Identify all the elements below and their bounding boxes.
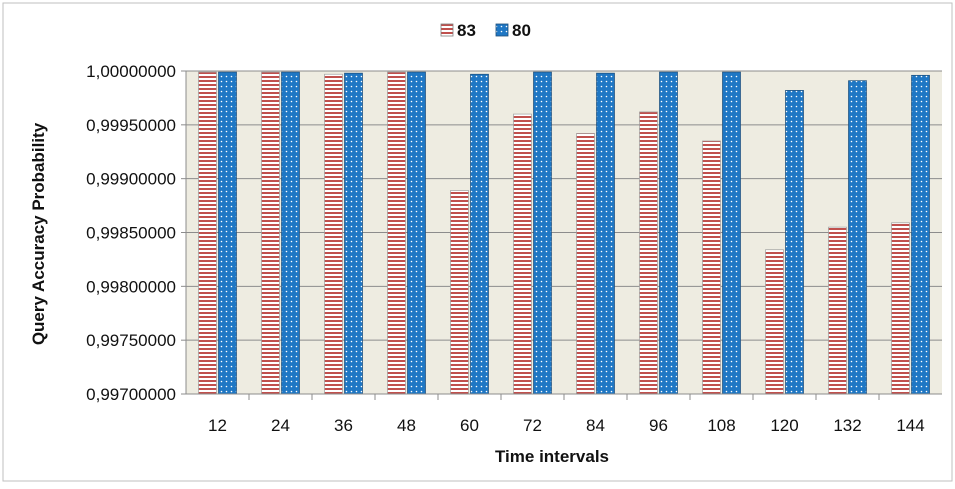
x-axis-title: Time intervals [495, 447, 609, 466]
bar-83-36 [324, 73, 343, 395]
legend: 83 80 [440, 21, 531, 40]
x-tick-label: 84 [586, 416, 605, 435]
y-tick-label: 0,99700000 [86, 385, 176, 404]
bar-83-84 [576, 133, 595, 395]
bar-83-24 [261, 71, 280, 395]
legend-label-83: 83 [457, 21, 476, 40]
bar-80-120 [785, 90, 804, 395]
bar-80-84 [596, 72, 615, 395]
legend-swatch-83 [440, 23, 454, 37]
y-tick-labels: 0,99700000 0,99750000 0,99800000 0,99850000… [86, 62, 176, 404]
y-axis-title: Query Accuracy Probability [29, 122, 48, 345]
x-tick-label: 108 [707, 416, 735, 435]
bar-80-108 [722, 71, 741, 395]
bar-83-72 [513, 113, 532, 395]
x-tick-label: 120 [770, 416, 798, 435]
y-tick-label: 0,99750000 [86, 331, 176, 350]
bar-83-120 [765, 249, 784, 395]
x-tick-label: 144 [896, 416, 924, 435]
bar-80-24 [281, 71, 300, 395]
bar-83-96 [639, 111, 658, 395]
bar-80-60 [470, 73, 489, 395]
x-tick-label: 48 [397, 416, 416, 435]
x-tick-label: 36 [334, 416, 353, 435]
bar-83-144 [891, 222, 910, 395]
x-tick-label: 132 [833, 416, 861, 435]
bar-80-12 [218, 71, 237, 395]
bar-83-12 [198, 71, 217, 395]
x-tick-label: 96 [649, 416, 668, 435]
bar-83-108 [702, 140, 721, 395]
y-tick-label: 0,99850000 [86, 224, 176, 243]
y-tick-label: 0,99900000 [86, 170, 176, 189]
y-tick-label: 0,99800000 [86, 277, 176, 296]
x-tick-label: 60 [460, 416, 479, 435]
x-tick-labels: 12 24 36 48 60 72 84 96 108 120 132 144 [208, 416, 925, 435]
x-tick-label: 72 [523, 416, 542, 435]
bar-80-144 [911, 74, 930, 395]
bar-83-132 [828, 226, 847, 395]
bar-80-96 [659, 71, 678, 395]
bars [198, 71, 930, 395]
bar-80-72 [533, 71, 552, 395]
bar-80-48 [407, 71, 426, 395]
bar-83-48 [387, 71, 406, 395]
legend-label-80: 80 [512, 21, 531, 40]
bar-83-60 [450, 190, 469, 395]
x-tick-label: 12 [208, 416, 227, 435]
gridlines [181, 70, 942, 400]
bar-80-132 [848, 80, 867, 395]
y-tick-label: 1,00000000 [86, 62, 176, 81]
bar-80-36 [344, 72, 363, 395]
y-tick-label: 0,99950000 [86, 116, 176, 135]
axes [185, 71, 942, 395]
legend-swatch-80 [495, 23, 509, 37]
x-tick-label: 24 [271, 416, 290, 435]
